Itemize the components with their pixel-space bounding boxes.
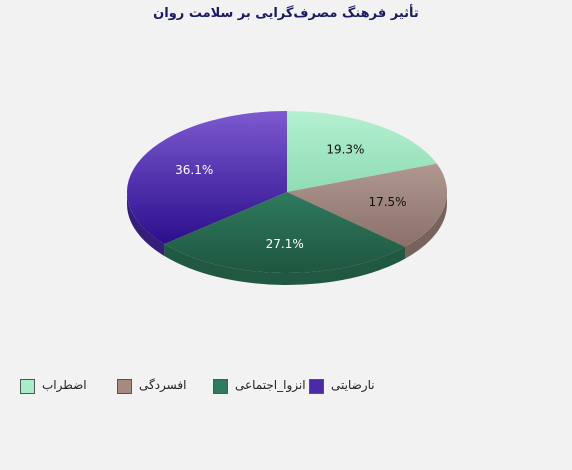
legend: اضطراب افسردگی انزوا_اجتماعی نارضایتی bbox=[0, 377, 572, 397]
legend-swatch bbox=[117, 379, 132, 394]
legend-swatch bbox=[20, 379, 35, 394]
pie-side-4 bbox=[127, 192, 165, 257]
pie-side-2 bbox=[405, 192, 447, 259]
legend-swatch bbox=[309, 379, 324, 394]
legend-swatch bbox=[213, 379, 228, 394]
pie-slice-3[interactable] bbox=[164, 192, 406, 273]
legend-label: انزوا_اجتماعی bbox=[235, 378, 306, 392]
legend-label: افسردگی bbox=[139, 378, 187, 392]
legend-label: نارضایتی bbox=[331, 378, 375, 392]
data-label-2: 17.5% bbox=[368, 195, 406, 209]
data-label-3: 27.1% bbox=[266, 237, 304, 251]
pie-side-3 bbox=[164, 244, 406, 286]
pie-slice-1[interactable] bbox=[287, 111, 437, 192]
pie-slice-4[interactable] bbox=[127, 111, 287, 245]
data-label-1: 19.3% bbox=[326, 142, 364, 156]
pie-slice-2[interactable] bbox=[287, 163, 447, 247]
data-label-4: 36.1% bbox=[175, 163, 213, 177]
chart-title: تأثیر فرهنگ مصرف‌گرایی بر سلامت روان bbox=[153, 6, 419, 21]
legend-label: اضطراب bbox=[42, 378, 87, 392]
